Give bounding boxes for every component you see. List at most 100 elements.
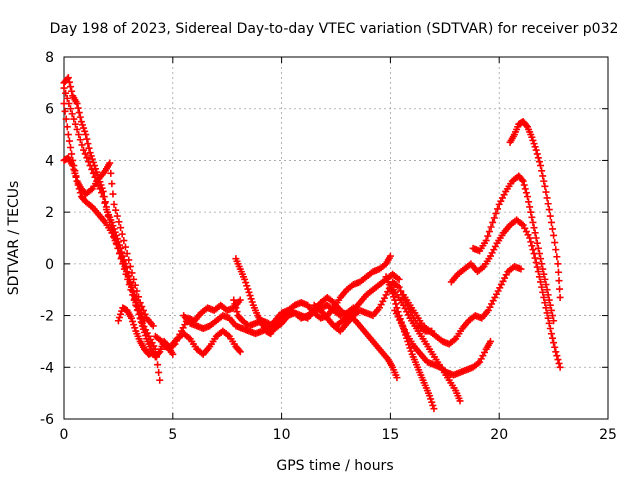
data-point (72, 172, 80, 180)
data-point (99, 193, 107, 201)
data-point (529, 246, 537, 254)
data-point (134, 301, 142, 309)
data-point (73, 100, 81, 108)
data-point (65, 78, 73, 86)
data-point (544, 314, 552, 322)
data-point (537, 162, 545, 170)
data-point (125, 256, 133, 264)
data-point (542, 188, 550, 196)
data-point (86, 149, 94, 157)
data-point (556, 285, 564, 293)
data-point (248, 298, 256, 306)
data-point (74, 104, 82, 112)
series-arc-15 (391, 306, 494, 379)
data-point (131, 281, 139, 289)
data-point (535, 250, 543, 258)
data-point (395, 283, 403, 291)
data-point (534, 268, 542, 276)
data-point (104, 212, 112, 220)
y-tick-label: -6 (40, 412, 54, 428)
data-point (550, 231, 558, 239)
data-point (61, 107, 69, 115)
data-point (230, 296, 238, 304)
data-point (127, 314, 135, 322)
data-point (540, 293, 548, 301)
data-point (89, 169, 97, 177)
data-point (65, 137, 73, 145)
y-tick-label: 6 (45, 102, 54, 118)
data-point (112, 206, 120, 214)
data-point (547, 218, 555, 226)
data-point (233, 308, 241, 316)
data-point (62, 89, 70, 97)
data-point (517, 265, 525, 273)
data-point (88, 155, 96, 163)
data-point (527, 238, 535, 246)
data-point (113, 240, 121, 248)
data-point (554, 268, 562, 276)
data-point (397, 287, 405, 295)
data-point (428, 398, 436, 406)
data-point (522, 122, 530, 130)
data-point (152, 353, 160, 361)
data-point (533, 263, 541, 271)
data-point (246, 292, 254, 300)
data-point (426, 392, 434, 400)
data-point (245, 288, 253, 296)
points-layer (60, 74, 564, 413)
series-arc-5 (114, 304, 157, 358)
data-point (64, 74, 72, 82)
data-point (487, 223, 495, 231)
data-point (67, 144, 75, 151)
data-point (117, 224, 125, 232)
data-point (80, 146, 88, 154)
data-point (232, 304, 240, 312)
data-point (154, 361, 162, 369)
x-tick-label: 0 (60, 427, 69, 443)
data-point (108, 180, 116, 188)
data-point (107, 169, 115, 177)
series-arc-16 (399, 262, 525, 348)
data-point (549, 225, 557, 233)
data-point (67, 105, 75, 113)
data-point (530, 224, 538, 232)
data-point (110, 233, 118, 241)
data-point (131, 292, 139, 300)
data-point (118, 253, 126, 261)
data-point (109, 190, 117, 198)
data-point (555, 359, 563, 367)
data-point (540, 270, 548, 278)
data-point (535, 273, 543, 281)
series-arc-12 (332, 312, 401, 382)
data-point (106, 159, 114, 167)
data-point (523, 193, 531, 201)
data-point (74, 181, 82, 189)
data-point (535, 158, 543, 166)
data-point (544, 291, 552, 299)
data-point (528, 213, 536, 221)
data-point (555, 277, 563, 285)
data-point (542, 304, 550, 312)
data-point (547, 330, 555, 338)
data-point (68, 150, 76, 158)
data-point (75, 131, 83, 139)
data-point (545, 319, 553, 327)
data-point (243, 282, 251, 290)
data-point (156, 376, 164, 384)
data-point (528, 133, 536, 141)
data-point (96, 185, 104, 193)
data-point (543, 194, 551, 202)
data-point (120, 237, 128, 245)
data-point (489, 218, 497, 226)
data-point (70, 115, 78, 123)
data-point (556, 293, 564, 301)
data-point (111, 237, 119, 245)
data-point (430, 405, 438, 413)
data-point (63, 123, 71, 131)
data-point (492, 209, 500, 217)
data-point (115, 218, 123, 226)
data-point (532, 146, 540, 154)
data-point (395, 275, 403, 283)
data-point (121, 243, 129, 251)
data-point (241, 275, 249, 283)
